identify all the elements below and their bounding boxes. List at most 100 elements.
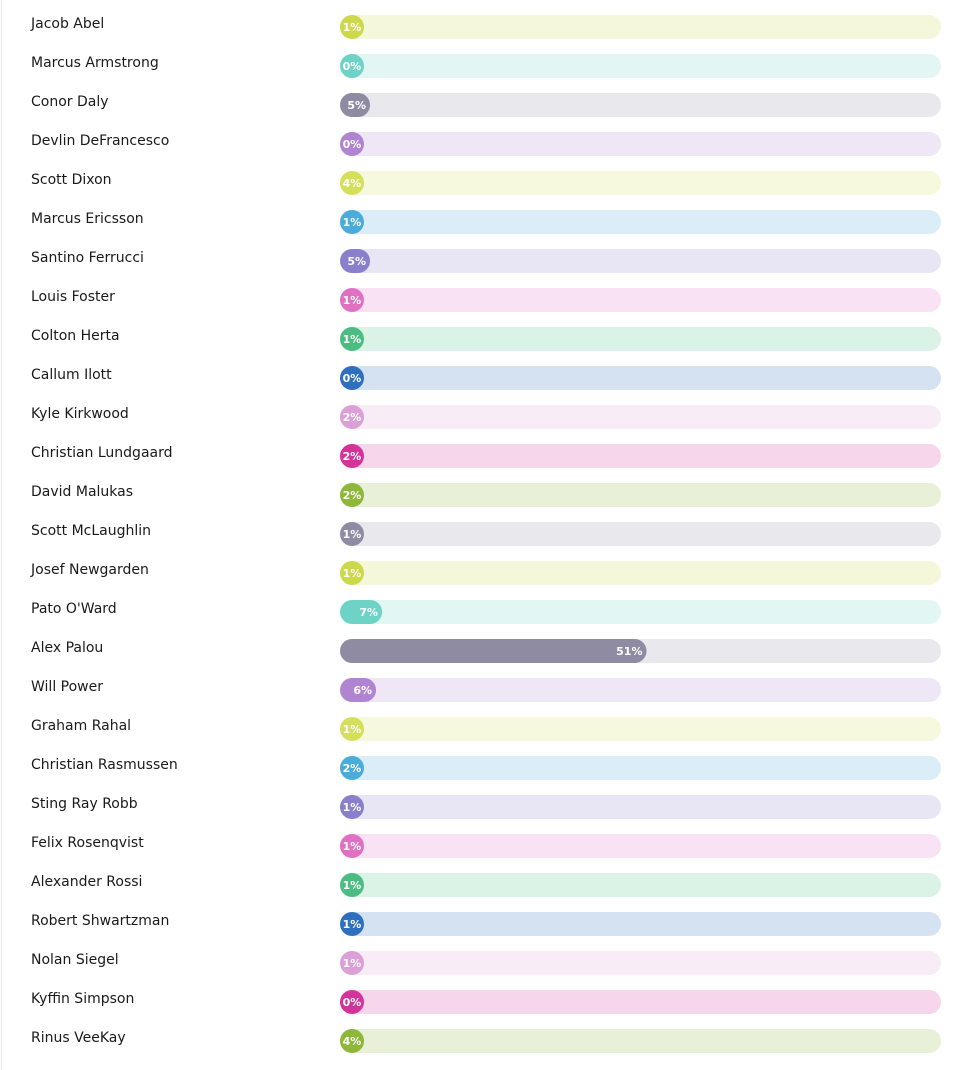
percent-label: 0% <box>343 996 362 1009</box>
percent-label: 51% <box>616 645 642 658</box>
percent-label: 1% <box>343 216 362 229</box>
percent-label: 0% <box>343 138 362 151</box>
bar-track <box>340 171 941 195</box>
driver-name: Scott Dixon <box>31 172 112 188</box>
bar <box>340 366 364 390</box>
driver-name: Pato O'Ward <box>31 601 117 617</box>
percent-label: 1% <box>343 723 362 736</box>
bar-track <box>340 990 941 1014</box>
percent-label: 4% <box>343 1035 362 1048</box>
bar <box>340 249 371 273</box>
driver-name: Conor Daly <box>31 94 109 110</box>
bar-track <box>340 288 941 312</box>
driver-name: Scott McLaughlin <box>31 523 151 539</box>
percent-label: 6% <box>353 684 372 697</box>
bar <box>340 54 364 78</box>
percent-label: 5% <box>347 99 366 112</box>
bar-track <box>340 951 941 975</box>
bar <box>340 93 371 117</box>
bar-track <box>340 795 941 819</box>
bar <box>340 756 364 780</box>
bar <box>340 639 647 663</box>
bar <box>340 912 364 936</box>
driver-name: Santino Ferrucci <box>31 250 144 266</box>
percent-label: 1% <box>343 957 362 970</box>
bar-track <box>340 873 941 897</box>
percent-label: 4% <box>343 177 362 190</box>
percent-label: 0% <box>343 60 362 73</box>
bar-track <box>340 1029 941 1053</box>
driver-name: Jacob Abel <box>30 16 104 32</box>
driver-name: Graham Rahal <box>31 718 131 734</box>
percent-label: 1% <box>343 528 362 541</box>
bar <box>340 522 364 546</box>
driver-name: Louis Foster <box>31 289 115 305</box>
bar-track <box>340 756 941 780</box>
driver-name: Felix Rosenqvist <box>31 835 144 851</box>
driver-name: Colton Herta <box>31 328 120 344</box>
bar-track <box>340 93 941 117</box>
percent-label: 1% <box>343 840 362 853</box>
bar-track <box>340 366 941 390</box>
bar <box>340 405 364 429</box>
driver-name: Callum Ilott <box>31 367 112 383</box>
bar <box>340 990 364 1014</box>
driver-name: Devlin DeFrancesco <box>31 133 169 149</box>
bar-track <box>340 717 941 741</box>
percent-label: 1% <box>343 333 362 346</box>
driver-name: Nolan Siegel <box>31 952 119 968</box>
driver-name: Marcus Ericsson <box>31 211 144 227</box>
bar-track <box>340 912 941 936</box>
bar <box>340 1029 365 1053</box>
driver-name: David Malukas <box>31 484 133 500</box>
percent-label: 1% <box>343 294 362 307</box>
percent-label: 1% <box>343 879 362 892</box>
bar <box>340 795 364 819</box>
bar <box>340 132 364 156</box>
bar-track <box>340 132 941 156</box>
bar <box>340 834 364 858</box>
bar-track <box>340 834 941 858</box>
bar-track <box>340 15 941 39</box>
driver-name: Robert Shwartzman <box>31 913 169 929</box>
bar <box>340 717 364 741</box>
percent-label: 2% <box>343 489 362 502</box>
driver-name: Rinus VeeKay <box>31 1030 126 1046</box>
bar-track <box>340 678 941 702</box>
driver-name: Alex Palou <box>31 640 103 656</box>
percent-label: 1% <box>343 21 362 34</box>
percent-label: 1% <box>343 567 362 580</box>
bar <box>340 678 377 702</box>
percent-label: 1% <box>343 801 362 814</box>
percent-label: 2% <box>343 762 362 775</box>
percent-label: 5% <box>347 255 366 268</box>
bar <box>340 600 383 624</box>
bar-track <box>340 249 941 273</box>
bar-track <box>340 444 941 468</box>
driver-name: Josef Newgarden <box>30 562 149 578</box>
bar-track <box>340 210 941 234</box>
driver-name: Sting Ray Robb <box>31 796 138 812</box>
driver-name: Alexander Rossi <box>31 874 142 890</box>
percent-label: 2% <box>343 411 362 424</box>
driver-name: Will Power <box>31 679 103 695</box>
bar-track <box>340 483 941 507</box>
driver-name: Christian Rasmussen <box>31 757 178 773</box>
bar <box>340 951 364 975</box>
bar <box>340 483 364 507</box>
percent-label: 1% <box>343 918 362 931</box>
bar <box>340 15 364 39</box>
bar-track <box>340 561 941 585</box>
bar <box>340 444 364 468</box>
bar-track <box>340 522 941 546</box>
driver-name: Kyffin Simpson <box>31 991 134 1007</box>
bar <box>340 171 365 195</box>
bar <box>340 327 364 351</box>
bar-track <box>340 54 941 78</box>
bar <box>340 561 364 585</box>
percent-label: 7% <box>359 606 378 619</box>
driver-name: Christian Lundgaard <box>31 445 173 461</box>
bar-track <box>340 327 941 351</box>
